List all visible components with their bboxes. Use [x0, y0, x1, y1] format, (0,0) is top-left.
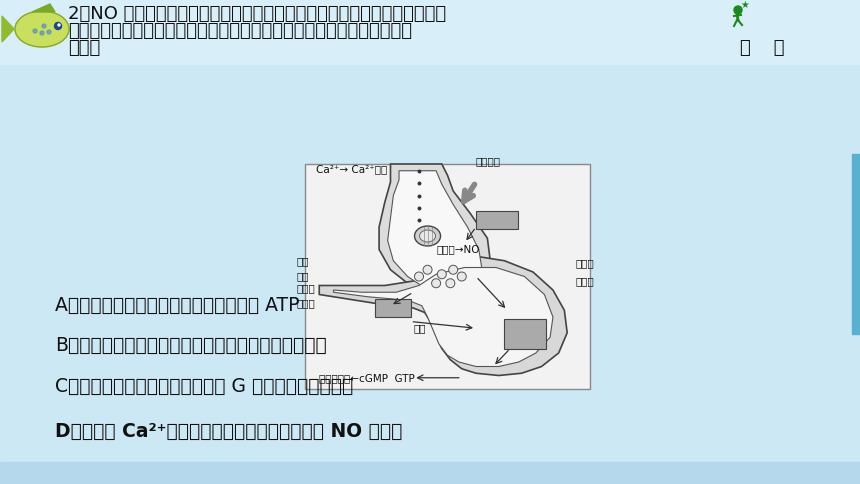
Text: 乙酰: 乙酰 [297, 256, 309, 266]
Circle shape [58, 24, 60, 26]
Bar [852, 154, 860, 334]
Text: 不同。如图表示自主神经元支配血管平滑肌舒张的过程，下列有关叙述正: 不同。如图表示自主神经元支配血管平滑肌舒张的过程，下列有关叙述正 [68, 22, 412, 40]
Circle shape [47, 30, 51, 34]
Bar [505, 319, 546, 349]
Circle shape [445, 279, 455, 288]
Text: B．神经递质均需通过与特异性受体结合才能发挥作用: B．神经递质均需通过与特异性受体结合才能发挥作用 [55, 336, 327, 355]
Text: 确的是: 确的是 [68, 39, 101, 57]
Circle shape [33, 29, 37, 33]
Circle shape [437, 270, 446, 279]
Text: 平滑肌松弛←cGMP  GTP: 平滑肌松弛←cGMP GTP [319, 373, 415, 383]
Polygon shape [388, 171, 482, 292]
Text: Ca²⁺→ Ca²⁺通道: Ca²⁺→ Ca²⁺通道 [316, 164, 388, 174]
Text: D．膜两侧 Ca²⁺浓度差会影响乙酰胆碱的释放和 NO 的合成: D．膜两侧 Ca²⁺浓度差会影响乙酰胆碱的释放和 NO 的合成 [55, 422, 402, 441]
Text: ★: ★ [740, 0, 749, 10]
Circle shape [423, 265, 432, 274]
Text: 平滑肌: 平滑肌 [575, 258, 594, 269]
Polygon shape [32, 4, 55, 12]
Ellipse shape [15, 11, 69, 47]
Circle shape [449, 265, 458, 274]
Text: 环化酶: 环化酶 [516, 335, 532, 345]
Bar [0, 0, 860, 64]
Circle shape [42, 24, 46, 28]
Polygon shape [319, 256, 568, 376]
Bar [476, 211, 518, 229]
Circle shape [734, 6, 742, 14]
Circle shape [458, 272, 466, 281]
Text: 鸟苷酸: 鸟苷酸 [516, 326, 532, 334]
Circle shape [54, 22, 62, 30]
Text: G蛋白: G蛋白 [381, 303, 400, 313]
Ellipse shape [415, 226, 440, 246]
Circle shape [432, 279, 440, 288]
Text: 细胞膜: 细胞膜 [575, 276, 594, 286]
Text: 胆碱: 胆碱 [297, 272, 309, 282]
Text: C．乙酰胆碱与受体结合不会引起 G 蛋白的结构发生改变: C．乙酰胆碱与受体结合不会引起 G 蛋白的结构发生改变 [55, 377, 353, 396]
Bar [374, 299, 410, 317]
Bar [305, 164, 590, 389]
Text: 2．NO 是最早发现的气体神经递质，与一般的神经递质发挥作用的方式在所: 2．NO 是最早发现的气体神经递质，与一般的神经递质发挥作用的方式在所 [68, 5, 446, 23]
Text: 活化: 活化 [414, 323, 426, 333]
Ellipse shape [420, 230, 435, 242]
Text: 动作电位: 动作电位 [476, 156, 501, 166]
Text: 碱受体: 碱受体 [297, 299, 316, 308]
Circle shape [415, 272, 423, 281]
Polygon shape [2, 16, 14, 42]
Text: NO合酶: NO合酶 [482, 215, 509, 225]
Bar [0, 462, 860, 484]
Text: A．神经递质从突触前膜释放均需要消耗 ATP: A．神经递质从突触前膜释放均需要消耗 ATP [55, 296, 299, 315]
Polygon shape [379, 164, 490, 297]
Text: （    ）: （ ） [740, 39, 784, 57]
Text: 乙酰胆: 乙酰胆 [297, 283, 316, 293]
Text: 精氨酸→NO: 精氨酸→NO [436, 244, 480, 255]
Circle shape [40, 31, 44, 35]
Polygon shape [334, 268, 553, 366]
